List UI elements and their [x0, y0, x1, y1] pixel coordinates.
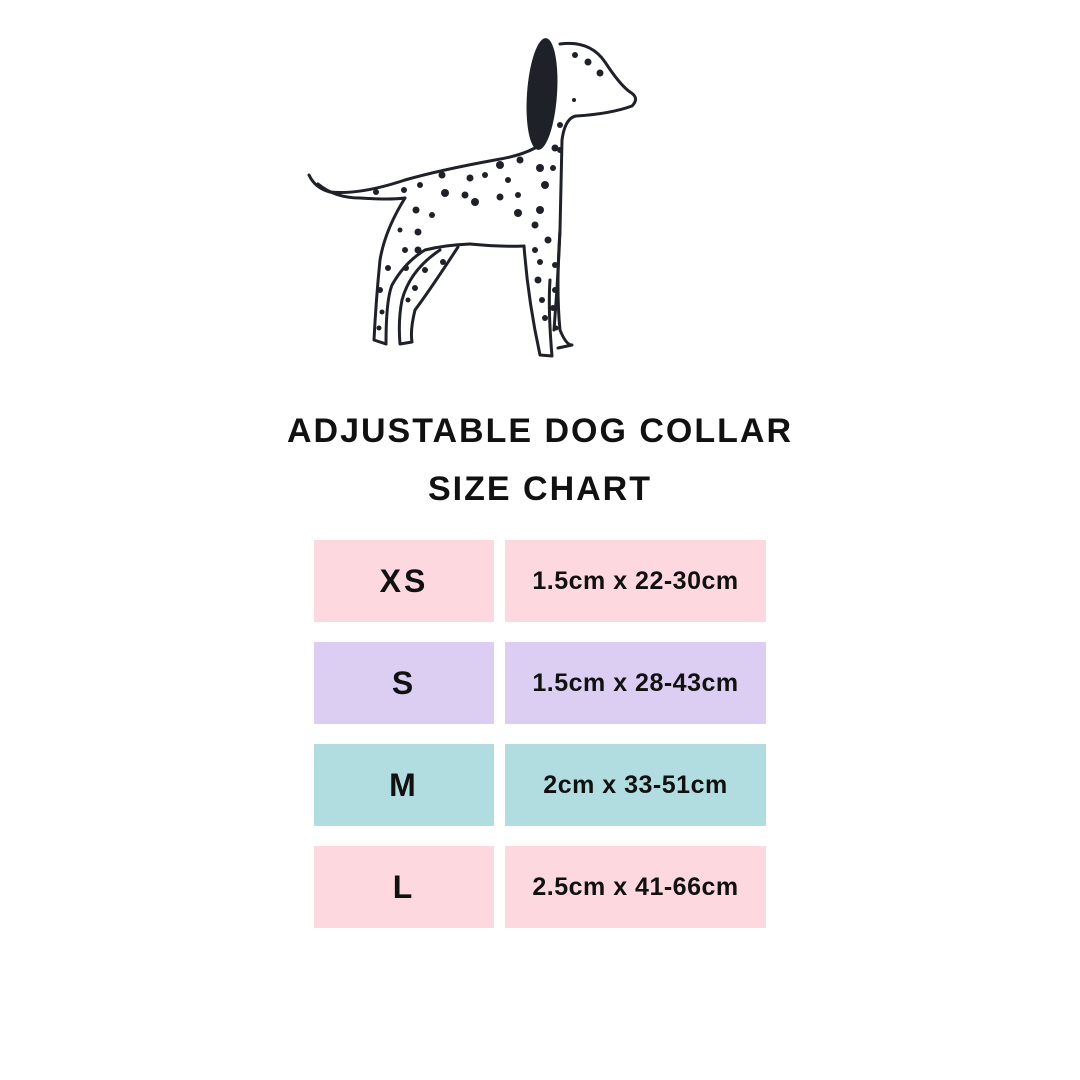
title-line-2: Size Chart [428, 470, 652, 508]
title-line-1: Adjustable Dog Collar [286, 412, 794, 450]
size-label: L [314, 846, 494, 928]
size-measurement: 1.5cm x 28-43cm [505, 642, 766, 724]
ear-shape [526, 38, 558, 150]
size-measurement: 2cm x 33-51cm [505, 744, 766, 826]
size-label: XS [314, 540, 494, 622]
size-measurement: 1.5cm x 22-30cm [505, 540, 766, 622]
size-measurement: 2.5cm x 41-66cm [505, 846, 766, 928]
size-label: S [314, 642, 494, 724]
spots [373, 52, 604, 331]
dalmatian-illustration [307, 38, 637, 358]
size-label: M [314, 744, 494, 826]
